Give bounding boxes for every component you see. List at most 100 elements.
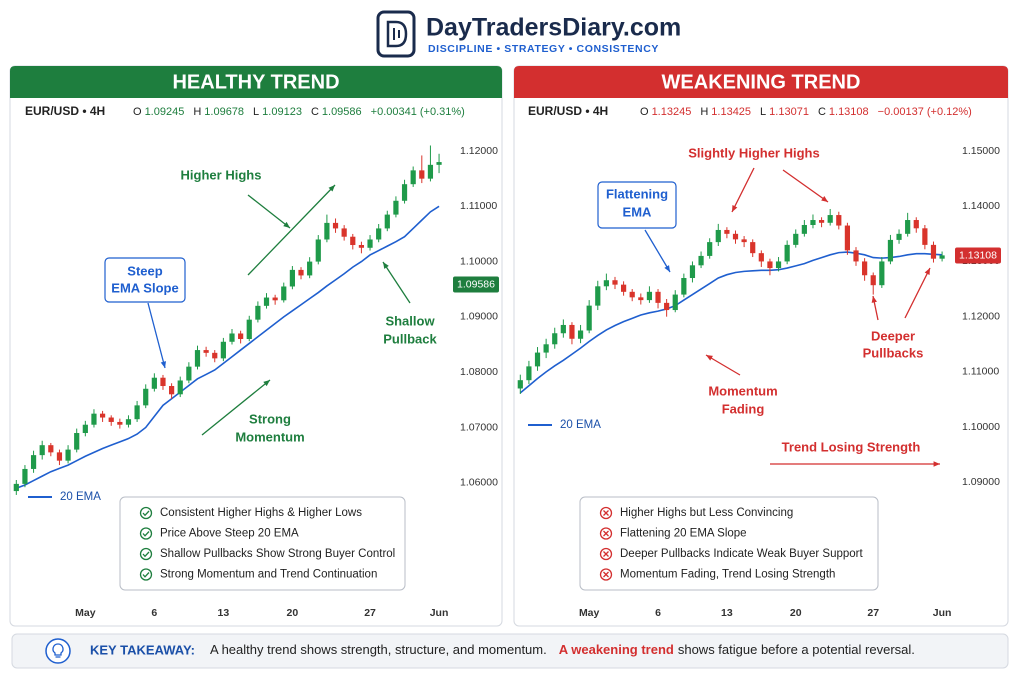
candle-body [612,280,618,285]
candle-body [160,377,166,387]
candle-body [603,280,609,287]
annotation-text: Pullbacks [863,345,924,360]
quote-key: H [700,106,708,118]
y-tick-label: 1.11000 [460,200,497,212]
candle-body [664,302,670,311]
candle-body [827,215,833,223]
annotation-arrowhead [732,205,738,212]
checklist-item: Flattening 20 EMA Slope [620,528,747,540]
annotation-arrowhead [383,262,389,269]
candle-body [358,245,365,248]
annotation-text: Higher Highs [181,167,262,182]
candle-body [784,244,790,262]
y-tick-label: 1.07000 [460,421,498,433]
checklist-icon-glyph [603,510,609,516]
takeaway-rest: shows fatigue before a potential reversa… [678,642,915,657]
candle-body [543,344,549,353]
checklist-icon [599,527,613,540]
candle-body [862,261,868,276]
candle-body [750,242,756,254]
y-tick-label: 1.10000 [962,421,1000,433]
candle-body [620,284,627,292]
x-tick-label: 27 [364,607,376,619]
x-tick-label: Jun [933,607,952,619]
candle-body [108,417,114,422]
candle-body [922,228,928,245]
candle-body [263,297,270,306]
candle-body [341,228,347,237]
candle-body [913,220,919,229]
checklist-icon-glyph [603,530,609,537]
candle-body [367,239,373,248]
logo [376,10,416,58]
annotation-text: Slightly Higher Highs [688,145,819,160]
candle-body [853,250,859,262]
candle-body [255,305,261,320]
checklist-icon [599,568,613,581]
annotation-text: Strong [249,411,291,426]
annotation-arrow [644,229,671,273]
checklist-icon-glyph [603,571,609,578]
checklist-icon-glyph [142,572,150,578]
checklist-icon [139,568,153,581]
candle-body [552,333,558,345]
candle-body [577,330,584,339]
candle-body [707,242,713,256]
title-bar [10,66,502,98]
candle-body [91,413,97,425]
candle-body [526,366,532,381]
annotation-arrowhead [283,221,290,228]
candle-body [595,286,601,306]
annotation-arrowhead [328,185,335,192]
candle-body [281,286,287,301]
x-tick-label: Jun [430,607,449,619]
x-tick-label: 6 [655,607,661,619]
candle-body [272,297,278,301]
quote: O 1.13245 H 1.13425 L 1.13071 C 1.13108 −0.00137… [640,106,972,118]
candle-body [427,164,434,179]
annotation-arrow [782,169,829,203]
checklist-icon-glyph [142,551,150,558]
candle-body [56,452,63,461]
candle-body [715,229,721,243]
candle-body [30,455,37,469]
candle-body [810,220,816,225]
checklist-icon-glyph [142,510,150,517]
quote-value: +0.00341 (+0.31%) [371,106,465,118]
quote-value: 1.13245 [652,106,692,118]
annotation-arrowhead [821,196,828,202]
candle-body [887,239,894,262]
candle-body [655,291,661,303]
annotation-text: Pullback [383,331,437,346]
candle-body [99,413,106,418]
takeaway-box [11,633,1009,669]
x-tick-label: 20 [287,607,299,619]
checklist-icon [139,506,153,520]
takeaway-text: A healthy trend shows strength, structur… [210,642,915,657]
quote-key: O [640,106,649,118]
annotation-box [597,181,677,229]
y-tick-label: 1.12000 [962,310,1000,322]
checklist-item: Consistent Higher Highs & Higher Lows [160,507,362,519]
candle-body [672,294,678,311]
chart-title: HEALTHY TREND [172,71,339,93]
quote-key: C [818,106,826,118]
annotation-arrow [382,261,411,304]
x-tick-label: 13 [218,607,230,619]
candle-body [246,319,252,340]
candle-body [586,305,592,331]
candle-body [689,265,696,279]
candle-body [143,388,149,406]
brand: DayTradersDiary.com [426,14,681,42]
annotation-text: Deeper [871,328,915,343]
checklist-icon-glyph [603,551,609,557]
quote: O 1.09245 H 1.09678 L 1.09123 C 1.09586 +0.00341… [133,106,465,118]
candle-body [569,324,575,339]
title-bar [514,66,1008,98]
checklist-icon [599,547,613,561]
candle-body [203,350,209,353]
candle-body [767,261,773,269]
candle-body [315,239,321,262]
last-price-tag [453,276,499,293]
checklist-item: Strong Momentum and Trend Continuation [160,569,377,581]
